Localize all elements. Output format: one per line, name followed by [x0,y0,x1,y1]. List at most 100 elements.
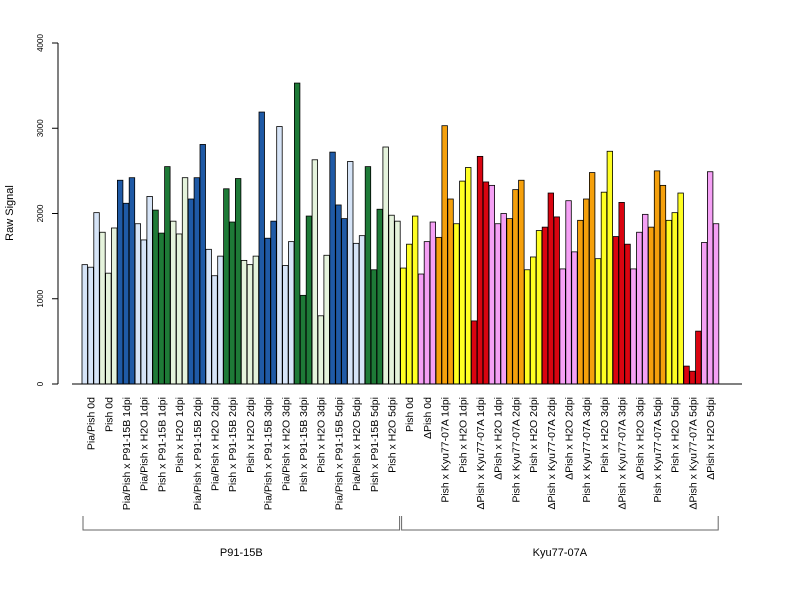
bar [506,218,513,385]
x-tick-label: Pish x H2O 3dpi [316,397,328,473]
bar [618,202,625,385]
bar [199,144,206,385]
x-tick-label: ΔPish x Kyu77-07A 1dpi [475,397,487,510]
bar [252,255,260,385]
bar [288,241,295,385]
bar [117,179,124,385]
bar [659,184,667,385]
y-axis: 0 1000 2000 3000 4000 [36,34,59,386]
x-tick-label: Pish x H2O 2dpi [528,397,540,473]
x-tick-label: Pish x H2O 3dpi [599,397,611,473]
bar [530,256,537,385]
x-tick-label: Pish x H2O 5dpi [387,397,399,473]
bar [435,236,442,385]
bar [512,189,519,385]
x-tick-label: Pia/Pish x H2O 3dpi [280,397,292,491]
bar [181,177,189,385]
bar [305,215,313,385]
bar [459,180,466,385]
group-brackets: P91-15B Kyu77-07A [82,516,719,559]
bar [317,315,324,385]
bar [547,192,554,385]
x-tick-label: Pia/Pish x P91-15B 2dpi [192,397,204,510]
bar [400,267,407,385]
bar [583,198,590,385]
bar [81,264,88,385]
x-tick-label: Pish 0d [103,397,115,432]
bar [577,219,584,385]
bar [329,151,336,385]
x-tick-label: Pia/Pish 0d [86,397,98,450]
x-tick-label: ΔPish x H2O 5dpi [705,397,717,480]
bar [205,248,212,385]
x-tick-label: Pia/Pish x H2O 5dpi [351,397,363,491]
bar [323,254,330,385]
bar [630,268,637,385]
bar [476,155,484,385]
bar [146,196,153,385]
y-tick-label: 1000 [36,289,45,307]
bar [417,273,425,385]
bar [653,170,661,385]
bar [299,294,307,385]
bar [217,255,224,385]
bar [158,232,165,385]
bar [335,204,342,385]
bar [429,221,437,385]
bar [99,231,106,385]
bar [240,259,248,385]
group-bracket [82,516,401,531]
x-tick-label: Pish x P91-15B 3dpi [298,397,310,492]
x-tick-label: Pia/Pish x P91-15B 5dpi [333,397,345,510]
x-tick-label: Pia/Pish x P91-15B 3dpi [263,397,275,510]
bar [187,198,195,385]
x-tick-label: Pia/Pish x H2O 2dpi [210,397,222,491]
bar [193,177,201,385]
bar [352,242,360,385]
bar [347,161,354,385]
bar [264,237,271,385]
bar [695,330,702,385]
bar [370,269,378,385]
bar [229,221,236,385]
x-tick-label: Pish x Kyu77-07A 5dpi [652,397,664,503]
group-bracket-label: P91-15B [220,547,263,559]
x-tick-label: ΔPish x H2O 1dpi [493,397,505,480]
group-bracket-label: Kyu77-07A [533,547,588,559]
bar [571,251,578,385]
bar [518,179,525,385]
bar [689,370,696,385]
bar [683,365,690,385]
bar [500,213,507,385]
bar [234,178,242,385]
bar [358,235,366,385]
x-tick-label: Pish x Kyu77-07A 1dpi [440,397,452,503]
x-tick-label: Pish 0d [404,397,416,432]
x-tick-label: ΔPish x Kyu77-07A 3dpi [617,397,629,510]
x-tick-label: Pish x H2O 5dpi [670,397,682,473]
bar [311,159,319,385]
bar [170,220,177,385]
bar [535,230,543,385]
bar [701,242,708,385]
bar [465,167,472,385]
x-tick-label: Pish x H2O 1dpi [174,397,186,473]
bar [712,223,720,385]
bar [211,275,218,385]
x-tick-label: Pish x H2O 2dpi [245,397,257,473]
bar [707,171,714,385]
x-tick-label: Pish x Kyu77-07A 2dpi [510,397,522,503]
bar [606,150,613,385]
bar [376,208,383,385]
bar [612,236,619,385]
x-tick-label: ΔPish x Kyu77-07A 2dpi [546,397,558,510]
bar [671,212,678,385]
bar [293,82,301,385]
x-tick-label: ΔPish x H2O 2dpi [564,397,576,480]
x-tick-label: Pish x P91-15B 5dpi [369,397,381,492]
bar [553,216,560,385]
bar [636,231,643,385]
x-tick-label: Pish x P91-15B 1dpi [156,397,168,492]
x-tick-label: Pish x H2O 1dpi [457,397,469,473]
bar [541,226,549,385]
